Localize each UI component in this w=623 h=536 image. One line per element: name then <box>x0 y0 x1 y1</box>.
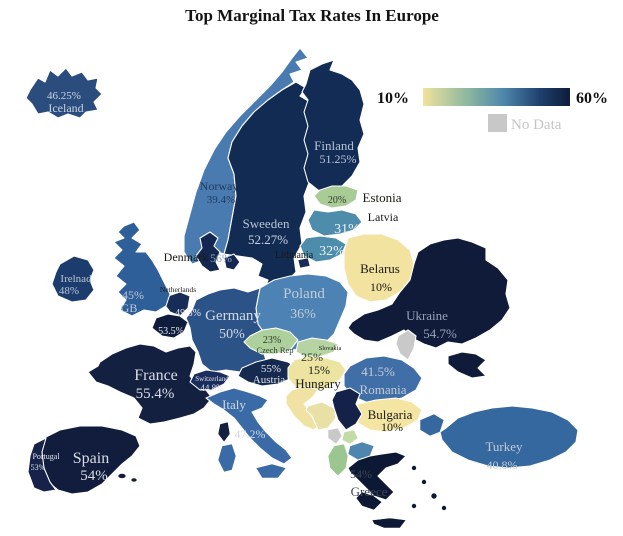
poland-value: 36% <box>290 307 316 322</box>
country-turkey <box>419 405 579 469</box>
austria-label: Austria <box>253 374 286 386</box>
country-ukraine <box>347 237 511 379</box>
bulgaria-value: 10% <box>381 420 403 434</box>
map-title: Top Marginal Tax Rates In Europe <box>185 6 439 25</box>
country-romania <box>343 355 423 403</box>
slovakia-label: Slovakia <box>319 345 342 352</box>
legend-max-label: 60% <box>576 90 608 107</box>
hungary-value: 15% <box>308 363 330 377</box>
country-finland <box>301 59 365 193</box>
country-belgium <box>151 313 189 339</box>
finland-value: 51.25% <box>320 152 357 166</box>
sweden-value: 52.27% <box>248 232 288 247</box>
netherlands-label: Netherlands <box>160 285 196 294</box>
island-corsica <box>217 421 231 443</box>
country-latvia <box>307 209 363 237</box>
legend-no-data-swatch <box>488 114 507 132</box>
legend: 10% 60% No Data <box>377 88 608 133</box>
legend-gradient-bar <box>423 88 570 106</box>
poland-label: Poland <box>283 286 325 302</box>
czech-label: Czech Rep <box>256 345 293 355</box>
latvia-value: 31% <box>334 222 360 237</box>
germany-value: 50% <box>219 327 245 342</box>
slovakia-value: 25% <box>301 350 323 364</box>
austria-value: 55% <box>261 363 281 375</box>
country-ireland <box>51 255 95 303</box>
country-labels: 46.25% Iceland Norway 39.4% Sweeden 52.2… <box>31 90 523 499</box>
turkey-value: 40.8% <box>487 458 518 472</box>
country-portugal <box>27 437 57 493</box>
ireland-value: 48% <box>59 285 79 297</box>
netherlands-value: 49.5% <box>175 308 201 319</box>
finland-label: Finland <box>314 138 354 153</box>
france-value: 55.4% <box>136 386 175 402</box>
country-switzerland <box>189 369 231 391</box>
denmark-value: 56% <box>210 251 232 265</box>
country-bosnia <box>305 401 337 431</box>
country-montenegro <box>327 427 343 445</box>
hungary-label: Hungary <box>295 376 341 391</box>
portugal-value: 53% <box>31 463 46 472</box>
country-france <box>87 343 213 425</box>
country-iceland <box>25 67 103 119</box>
romania-value: 41.5% <box>361 364 395 379</box>
greece-value: 54% <box>350 467 372 481</box>
legend-no-data-label: No Data <box>511 117 562 133</box>
iceland-value: 46.25% <box>47 90 81 102</box>
italy-value: 47.2% <box>235 427 266 441</box>
norway-label: Norway <box>200 179 239 193</box>
greece-label: Greece <box>351 484 388 499</box>
country-moldova <box>395 329 417 361</box>
romania-label: Romania <box>360 382 407 397</box>
spain-label: Spain <box>73 450 109 467</box>
belgium-value: 53.5% <box>158 326 184 337</box>
belarus-label: Belarus <box>360 261 400 276</box>
ukraine-label: Ukraine <box>406 308 448 323</box>
country-czech-republic <box>243 327 299 355</box>
sweden-label: Sweeden <box>243 216 290 231</box>
country-estonia <box>313 185 359 209</box>
denmark-label: Denmark <box>164 250 209 264</box>
country-italy <box>205 387 293 479</box>
country-greece <box>347 451 447 529</box>
gb-label: GB <box>121 301 138 315</box>
germany-label: Germany <box>205 308 261 324</box>
turkey-label: Turkey <box>485 439 523 454</box>
switzerland-value: 44.8% <box>200 383 224 393</box>
country-gb <box>113 221 171 317</box>
france-label: France <box>134 367 178 384</box>
country-kosovo <box>341 429 359 445</box>
italy-label: Italy <box>222 397 246 412</box>
bulgaria-label: Bulgaria <box>368 407 413 422</box>
country-serbia <box>331 387 363 431</box>
country-denmark <box>195 231 241 273</box>
belarus-value: 10% <box>370 280 392 294</box>
estonia-value: 20% <box>328 195 346 206</box>
spain-value: 54% <box>80 468 108 484</box>
country-slovakia <box>295 337 339 359</box>
legend-min-label: 10% <box>377 90 409 107</box>
iceland-label: Iceland <box>48 101 83 115</box>
latvia-label: Latvia <box>368 210 399 224</box>
country-lithuania <box>299 235 347 263</box>
country-kaliningrad <box>297 257 311 269</box>
switzerland-label: Switzerland <box>195 375 229 383</box>
norway-value: 39.4% <box>207 194 235 206</box>
lithuania-value: 32% <box>319 244 345 259</box>
gb-value: 45% <box>122 288 144 302</box>
estonia-label: Estonia <box>363 190 402 205</box>
country-albania <box>327 443 349 477</box>
country-hungary <box>287 355 347 393</box>
lithuania-label: Lithuania <box>275 250 314 261</box>
ukraine-value: 54.7% <box>423 326 457 341</box>
ireland-label: Irelnad <box>60 273 92 285</box>
portugal-label: Portugal <box>32 452 60 461</box>
czech-value: 23% <box>263 335 281 346</box>
